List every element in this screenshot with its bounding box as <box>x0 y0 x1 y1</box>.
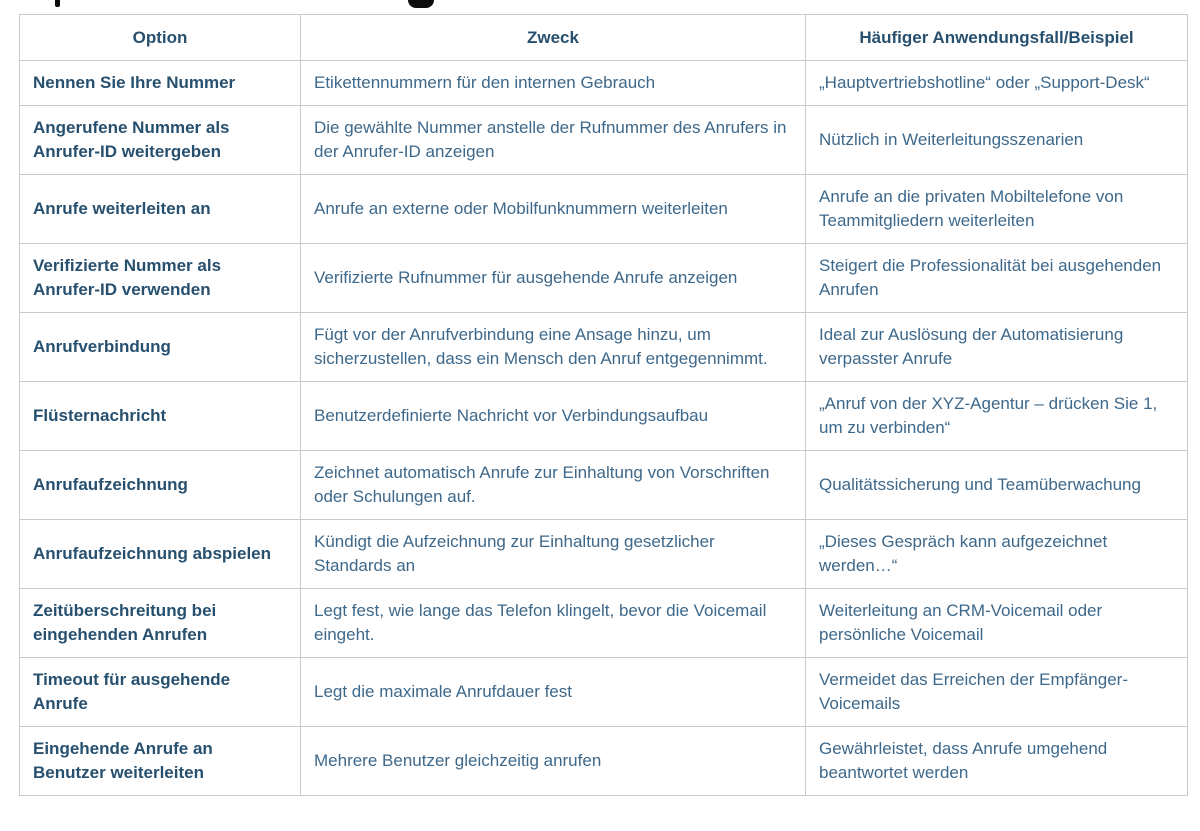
cell-beispiel: Nützlich in Weiterleitungsszenarien <box>805 105 1188 175</box>
cell-beispiel: Vermeidet das Erreichen der Empfänger-Vo… <box>805 657 1188 727</box>
cell-beispiel: Gewährleistet, dass Anrufe umgehend bean… <box>805 726 1188 796</box>
table-row: Timeout für ausgehende Anrufe Legt die ma… <box>19 657 1188 727</box>
table-row: Verifizierte Nummer als Anrufer-ID verwe… <box>19 243 1188 313</box>
column-header-beispiel: Häufiger Anwendungsfall/Beispiel <box>805 14 1188 61</box>
cell-option: Angerufene Nummer als Anrufer-ID weiterg… <box>19 105 301 175</box>
table-row: Angerufene Nummer als Anrufer-ID weiterg… <box>19 105 1188 175</box>
table-body: Nennen Sie Ihre Nummer Etikettennummern f… <box>19 60 1188 796</box>
table-row: Anrufaufzeichnung Zeichnet automatisch An… <box>19 450 1188 520</box>
cell-zweck: Mehrere Benutzer gleichzeitig anrufen <box>300 726 806 796</box>
cell-zweck: Etikettennummern für den internen Gebrau… <box>300 60 806 106</box>
column-header-option: Option <box>19 14 301 61</box>
cell-zweck: Benutzerdefinierte Nachricht vor Verbind… <box>300 381 806 451</box>
table-row: Nennen Sie Ihre Nummer Etikettennummern f… <box>19 60 1188 106</box>
cell-zweck: Fügt vor der Anrufverbindung eine Ansage… <box>300 312 806 382</box>
table-row: Eingehende Anrufe an Benutzer weiterleit… <box>19 726 1188 796</box>
cell-zweck: Legt fest, wie lange das Telefon klingel… <box>300 588 806 658</box>
table-row: Flüsternachricht Benutzerdefinierte Nachr… <box>19 381 1188 451</box>
cell-beispiel: Qualitätssicherung und Teamüberwachung <box>805 450 1188 520</box>
call-options-table: Option Zweck Häufiger Anwendungsfall/Bei… <box>19 14 1188 796</box>
cell-option: Anrufverbindung <box>19 312 301 382</box>
cropped-heading-descender <box>408 0 434 8</box>
column-header-zweck: Zweck <box>300 14 806 61</box>
cell-zweck: Zeichnet automatisch Anrufe zur Einhaltu… <box>300 450 806 520</box>
cell-option: Eingehende Anrufe an Benutzer weiterleit… <box>19 726 301 796</box>
cell-beispiel: „Dieses Gespräch kann aufgezeichnet werd… <box>805 519 1188 589</box>
table-row: Anrufe weiterleiten an Anrufe an externe … <box>19 174 1188 244</box>
cell-beispiel: Anrufe an die privaten Mobiltelefone von… <box>805 174 1188 244</box>
cell-zweck: Anrufe an externe oder Mobilfunknummern … <box>300 174 806 244</box>
table-row: Anrufaufzeichnung abspielen Kündigt die A… <box>19 519 1188 589</box>
cell-beispiel: Steigert die Professionalität bei ausgeh… <box>805 243 1188 313</box>
cell-zweck: Die gewählte Nummer anstelle der Rufnumm… <box>300 105 806 175</box>
cell-option: Anrufaufzeichnung abspielen <box>19 519 301 589</box>
cell-option: Flüsternachricht <box>19 381 301 451</box>
cell-beispiel: „Hauptvertriebshotline“ oder „Support-De… <box>805 60 1188 106</box>
cell-zweck: Legt die maximale Anrufdauer fest <box>300 657 806 727</box>
table-row: Anrufverbindung Fügt vor der Anrufverbind… <box>19 312 1188 382</box>
cell-beispiel: Weiterleitung an CRM-Voicemail oder pers… <box>805 588 1188 658</box>
cell-option: Timeout für ausgehende Anrufe <box>19 657 301 727</box>
cell-option: Nennen Sie Ihre Nummer <box>19 60 301 106</box>
cell-beispiel: Ideal zur Auslösung der Automatisierung … <box>805 312 1188 382</box>
cell-option: Anrufe weiterleiten an <box>19 174 301 244</box>
table-row: Zeitüberschreitung bei eingehenden Anruf… <box>19 588 1188 658</box>
cell-zweck: Verifizierte Rufnummer für ausgehende An… <box>300 243 806 313</box>
cell-zweck: Kündigt die Aufzeichnung zur Einhaltung … <box>300 519 806 589</box>
cell-option: Anrufaufzeichnung <box>19 450 301 520</box>
cell-beispiel: „Anruf von der XYZ-Agentur – drücken Sie… <box>805 381 1188 451</box>
cropped-heading-descender <box>55 0 60 7</box>
cell-option: Zeitüberschreitung bei eingehenden Anruf… <box>19 588 301 658</box>
cell-option: Verifizierte Nummer als Anrufer-ID verwe… <box>19 243 301 313</box>
table-header-row: Option Zweck Häufiger Anwendungsfall/Bei… <box>19 14 1188 61</box>
